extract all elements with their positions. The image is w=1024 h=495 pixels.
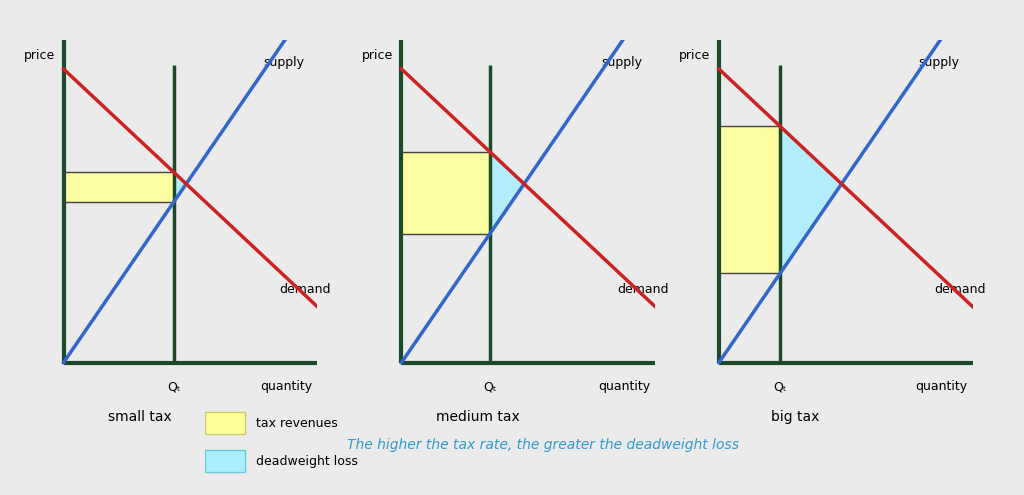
Text: demand: demand — [935, 283, 986, 297]
Polygon shape — [174, 172, 186, 202]
Text: Qₜ: Qₜ — [773, 380, 787, 393]
Text: quantity: quantity — [915, 380, 968, 393]
Polygon shape — [489, 151, 524, 234]
Text: deadweight loss: deadweight loss — [256, 454, 358, 468]
Text: demand: demand — [617, 283, 669, 297]
Text: supply: supply — [263, 56, 304, 69]
Text: The higher the tax rate, the greater the deadweight loss: The higher the tax rate, the greater the… — [347, 439, 738, 452]
Text: price: price — [24, 50, 55, 62]
Text: demand: demand — [280, 283, 331, 297]
Text: medium tax: medium tax — [436, 409, 519, 424]
FancyBboxPatch shape — [205, 450, 246, 472]
Text: quantity: quantity — [598, 380, 650, 393]
Polygon shape — [401, 151, 489, 234]
FancyBboxPatch shape — [205, 412, 246, 434]
Text: price: price — [361, 50, 393, 62]
Text: price: price — [679, 50, 711, 62]
Text: big tax: big tax — [771, 409, 819, 424]
Text: supply: supply — [601, 56, 642, 69]
Polygon shape — [780, 126, 842, 273]
Text: tax revenues: tax revenues — [256, 417, 338, 430]
Text: Qₜ: Qₜ — [167, 380, 181, 393]
Polygon shape — [63, 172, 174, 202]
Text: small tax: small tax — [108, 409, 172, 424]
Polygon shape — [719, 126, 780, 273]
Text: Qₜ: Qₜ — [483, 380, 497, 393]
Text: supply: supply — [919, 56, 959, 69]
Text: quantity: quantity — [260, 380, 312, 393]
